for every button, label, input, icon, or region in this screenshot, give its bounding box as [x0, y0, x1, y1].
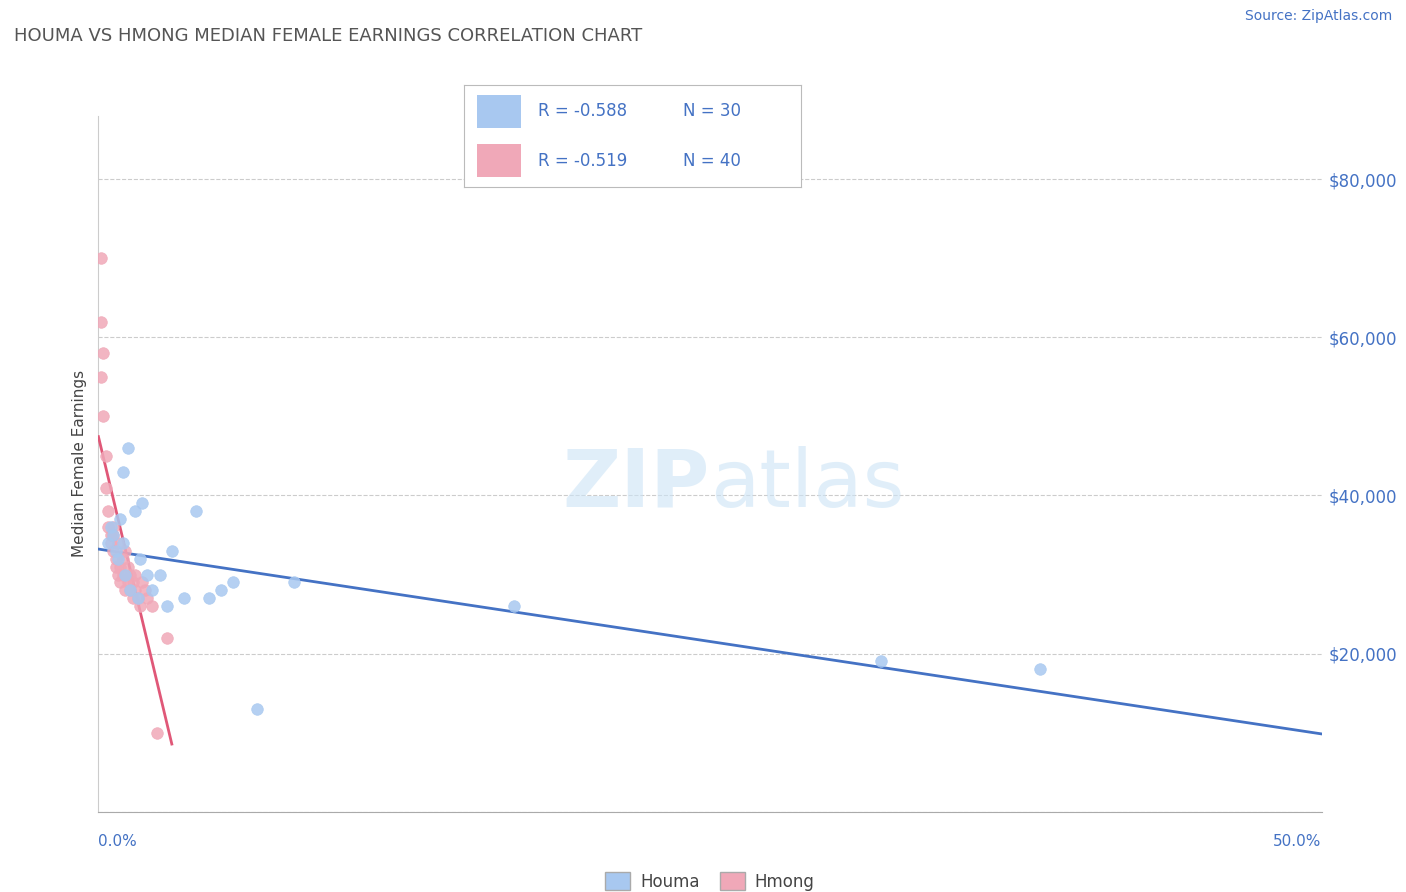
Point	[120, 583, 142, 598]
Text: R = -0.588: R = -0.588	[538, 103, 627, 120]
Point	[91, 346, 114, 360]
Text: Source: ZipAtlas.com: Source: ZipAtlas.com	[1244, 9, 1392, 23]
Bar	[478, 95, 522, 128]
Point	[124, 567, 146, 582]
Point	[503, 599, 526, 614]
Point	[131, 496, 153, 510]
Point	[141, 583, 163, 598]
Point	[131, 575, 153, 590]
Point	[94, 449, 117, 463]
Point	[117, 559, 139, 574]
Text: HOUMA VS HMONG MEDIAN FEMALE EARNINGS CORRELATION CHART: HOUMA VS HMONG MEDIAN FEMALE EARNINGS CO…	[14, 27, 643, 45]
Point	[117, 575, 139, 590]
Point	[173, 591, 195, 606]
Point	[114, 583, 136, 598]
Point	[90, 370, 112, 384]
Point	[124, 583, 146, 598]
Text: R = -0.519: R = -0.519	[538, 152, 627, 169]
Point	[90, 252, 112, 266]
Bar	[478, 145, 522, 177]
Point	[246, 702, 269, 716]
Legend: Houma, Hmong: Houma, Hmong	[599, 866, 821, 892]
Point	[127, 591, 149, 606]
Point	[111, 551, 134, 566]
Point	[870, 655, 893, 669]
Point	[120, 567, 142, 582]
Point	[94, 481, 117, 495]
Y-axis label: Median Female Earnings: Median Female Earnings	[72, 370, 87, 558]
Point	[197, 591, 219, 606]
Point	[120, 583, 142, 598]
Point	[186, 504, 208, 518]
Point	[107, 551, 129, 566]
Text: ZIP: ZIP	[562, 446, 710, 524]
Point	[156, 631, 179, 645]
Point	[104, 551, 127, 566]
Point	[110, 559, 132, 574]
Point	[111, 465, 134, 479]
Point	[100, 520, 122, 534]
Point	[101, 528, 124, 542]
Text: 0.0%: 0.0%	[98, 834, 138, 849]
Text: atlas: atlas	[710, 446, 904, 524]
Point	[136, 567, 159, 582]
Point	[156, 599, 179, 614]
Point	[209, 583, 232, 598]
Point	[146, 725, 169, 739]
Point	[124, 504, 146, 518]
Point	[160, 544, 183, 558]
Point	[129, 551, 152, 566]
Point	[114, 544, 136, 558]
Point	[129, 599, 152, 614]
Point	[149, 567, 172, 582]
Point	[101, 544, 124, 558]
Point	[110, 575, 132, 590]
Point	[101, 528, 124, 542]
Point	[283, 575, 305, 590]
Point	[121, 591, 143, 606]
Point	[91, 409, 114, 424]
Point	[111, 536, 134, 550]
Point	[90, 314, 112, 328]
Point	[136, 591, 159, 606]
Text: 50.0%: 50.0%	[1274, 834, 1322, 849]
Point	[100, 536, 122, 550]
Point	[107, 536, 129, 550]
Point	[107, 567, 129, 582]
Point	[97, 504, 120, 518]
Point	[97, 536, 120, 550]
Point	[104, 544, 127, 558]
Point	[121, 575, 143, 590]
Point	[114, 567, 136, 582]
Point	[117, 441, 139, 455]
Point	[111, 567, 134, 582]
Point	[97, 520, 120, 534]
Point	[141, 599, 163, 614]
Text: N = 40: N = 40	[683, 152, 741, 169]
Point	[1029, 662, 1052, 676]
Point	[127, 591, 149, 606]
Point	[100, 528, 122, 542]
Point	[110, 512, 132, 526]
Point	[222, 575, 245, 590]
Point	[104, 559, 127, 574]
Point	[101, 520, 124, 534]
Point	[134, 583, 156, 598]
Text: N = 30: N = 30	[683, 103, 741, 120]
